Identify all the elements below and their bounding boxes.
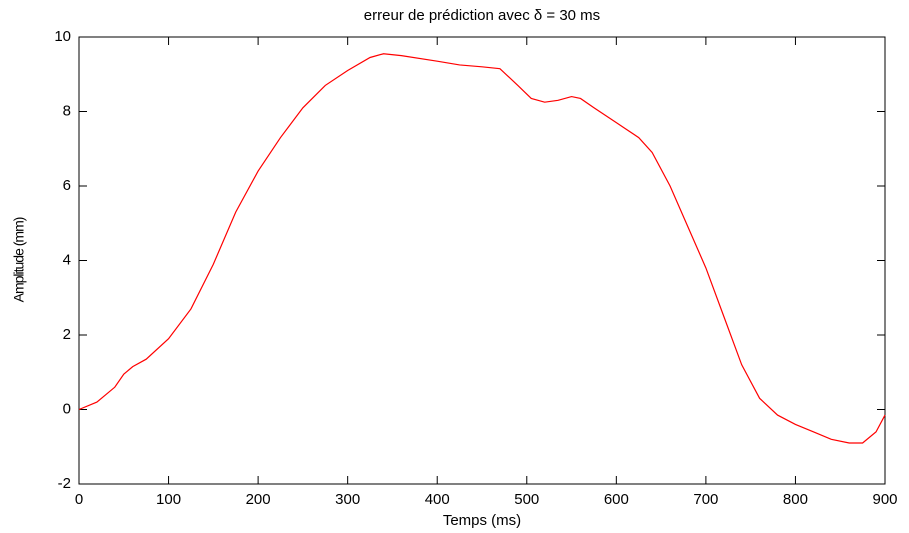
data-line	[78, 53, 886, 444]
y-tick-label: 8	[63, 102, 71, 119]
x-tick-label: 800	[783, 491, 808, 508]
y-tick-label: 6	[63, 177, 71, 194]
x-tick-label: 300	[335, 491, 360, 508]
x-tick-label: 500	[514, 491, 539, 508]
x-tick-label: 100	[156, 491, 181, 508]
x-tick-label: 700	[693, 491, 718, 508]
x-tick-label: 0	[75, 491, 83, 508]
x-tick-label: 900	[872, 491, 897, 508]
y-tick-label: -2	[58, 475, 71, 492]
y-tick-label: 2	[63, 326, 71, 343]
x-tick-label: 400	[425, 491, 450, 508]
x-tick-label: 200	[246, 491, 271, 508]
y-tick-label: 10	[54, 28, 71, 45]
y-tick-label: 4	[63, 251, 71, 268]
y-axis-label: Amplitude (mm)	[11, 217, 27, 302]
x-tick-label: 600	[604, 491, 629, 508]
chart-title: erreur de prédiction avec δ = 30 ms	[364, 7, 600, 24]
y-tick-label: 0	[63, 400, 71, 417]
x-axis-label: Temps (ms)	[443, 512, 521, 529]
